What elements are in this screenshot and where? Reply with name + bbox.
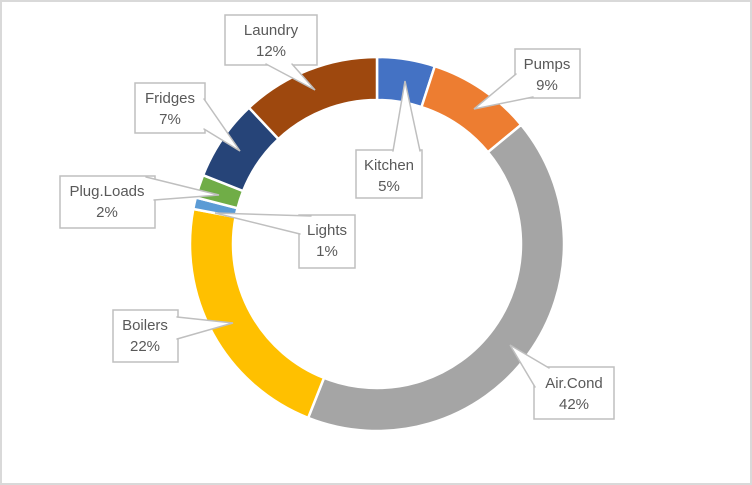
aircond-label-pointer xyxy=(509,344,550,388)
lights-label-name: Lights xyxy=(307,222,347,239)
doughnut-slices xyxy=(188,55,566,433)
lights-label-box[interactable] xyxy=(298,214,356,269)
boilers-label-pct: 22% xyxy=(130,338,160,355)
pumps-label-pointer xyxy=(473,73,534,110)
boilers-label-box[interactable] xyxy=(112,309,179,363)
callout-plugloads: Plug.Loads 2% xyxy=(59,175,220,229)
plugloads-label-pointer xyxy=(145,176,220,201)
lights-label-pointer xyxy=(214,212,312,235)
laundry-label-box[interactable] xyxy=(224,14,318,66)
slice-laundry[interactable] xyxy=(247,55,379,141)
plugloads-label-box[interactable] xyxy=(59,175,156,229)
callout-laundry: Laundry 12% xyxy=(224,14,318,91)
kitchen-label-box[interactable] xyxy=(355,149,423,199)
kitchen-label-name: Kitchen xyxy=(364,157,414,174)
laundry-label-name: Laundry xyxy=(244,22,299,39)
boilers-label-pointer xyxy=(176,316,234,340)
pumps-label-name: Pumps xyxy=(524,56,571,73)
callout-lights: Lights 1% xyxy=(214,212,356,269)
pumps-label-pct: 9% xyxy=(536,77,558,94)
callout-kitchen: Kitchen 5% xyxy=(355,80,423,199)
kitchen-label-pct: 5% xyxy=(378,178,400,195)
callout-aircond: Air.Cond 42% xyxy=(509,344,615,420)
fridges-label-name: Fridges xyxy=(145,90,195,107)
fridges-label-box[interactable] xyxy=(134,82,206,134)
laundry-label-pct: 12% xyxy=(256,43,286,60)
aircond-label-box[interactable] xyxy=(533,366,615,420)
lights-label-pct: 1% xyxy=(316,243,338,260)
callout-boilers: Boilers 22% xyxy=(112,309,234,363)
laundry-label-pointer xyxy=(265,63,316,91)
callout-fridges: Fridges 7% xyxy=(134,82,241,152)
plugloads-label-pct: 2% xyxy=(96,204,118,221)
fridges-label-pct: 7% xyxy=(159,111,181,128)
callout-pumps: Pumps 9% xyxy=(473,48,581,110)
aircond-label-pct: 42% xyxy=(559,396,589,413)
slice-air-cond[interactable] xyxy=(306,123,566,433)
plugloads-label-name: Plug.Loads xyxy=(69,183,144,200)
fridges-label-pointer xyxy=(203,98,241,152)
boilers-label-name: Boilers xyxy=(122,317,168,334)
aircond-label-name: Air.Cond xyxy=(545,375,603,392)
kitchen-label-pointer xyxy=(392,80,421,152)
